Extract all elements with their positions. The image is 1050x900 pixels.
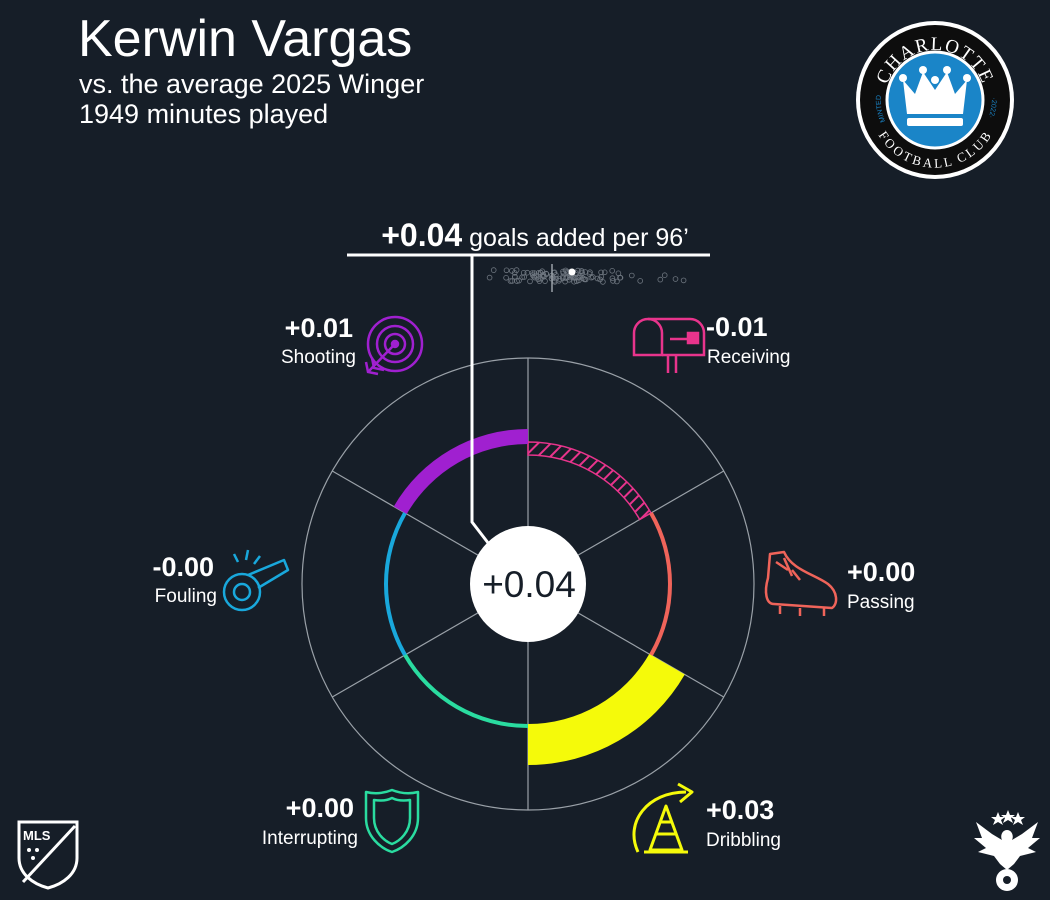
distribution-point (587, 269, 593, 276)
eagle-logo (974, 810, 1040, 891)
distribution-point (486, 274, 493, 281)
receiving-bar (527, 441, 653, 521)
mls-logo-text: MLS (23, 828, 51, 843)
center-circle (470, 526, 586, 642)
target-icon (364, 315, 424, 376)
svg-text:MINTED: MINTED (876, 95, 888, 123)
distribution-point (601, 269, 608, 276)
distribution-point (537, 275, 544, 282)
interrupting-value: +0.00 (285, 793, 354, 823)
passing-label: Passing (847, 592, 915, 613)
distribution-point (582, 276, 589, 283)
headline-connector (470, 255, 494, 549)
distribution-point (519, 274, 525, 281)
club-logo-left-text: MINTED (876, 95, 888, 123)
mls-logo: MLS (17, 820, 79, 890)
dribbling-value: +0.03 (706, 795, 775, 825)
distribution-strip (486, 264, 687, 292)
distribution-point (507, 278, 514, 284)
headline-label: goals added per 96’ (469, 224, 689, 252)
distribution-point (560, 268, 566, 275)
interrupting-label: Interrupting (261, 828, 358, 849)
distribution-point (575, 267, 581, 274)
distribution-point (535, 269, 542, 276)
shield-icon (364, 788, 420, 854)
svg-text:·2022·: ·2022· (987, 97, 997, 119)
distribution-point (513, 267, 520, 273)
distribution-point (571, 278, 577, 285)
player-name: Kerwin Vargas (78, 10, 413, 68)
shooting-bar (393, 429, 528, 514)
distribution-point (614, 278, 620, 285)
distribution-point (588, 274, 595, 281)
fouling-value: -0.00 (152, 552, 214, 582)
distribution-point (661, 272, 668, 279)
distribution-point (672, 276, 679, 282)
distribution-point (521, 274, 527, 280)
distribution-point (537, 269, 544, 276)
distribution-point (637, 278, 643, 284)
distribution-point (563, 275, 569, 282)
charlotte-fc-logo: CHARLOTTE FOOTBALL CLUB MINTED ·2022· (856, 21, 1014, 179)
distribution-point (490, 267, 497, 273)
distribution-point (628, 272, 635, 279)
interrupting-bar (403, 654, 528, 728)
distribution-point (577, 273, 583, 279)
distribution-point (597, 276, 603, 283)
whistle-icon (222, 549, 290, 612)
shooting-label: Shooting (280, 347, 356, 368)
headline: +0.04 goals added per 96’ (300, 215, 770, 258)
distribution-point (609, 267, 615, 274)
center-total: +0.04 (482, 564, 576, 605)
distribution-point (657, 276, 664, 283)
distribution-highlight (568, 268, 576, 276)
receiving-label: Receiving (707, 347, 791, 368)
shooting-value: +0.01 (284, 313, 353, 343)
distribution-point (609, 275, 616, 282)
distribution-point (542, 278, 548, 284)
distribution-point (503, 267, 510, 274)
distribution-point (524, 269, 531, 276)
distribution-point (578, 268, 585, 275)
dribbling-bar (528, 654, 685, 765)
comparison-subtitle: vs. the average 2025 Winger (79, 69, 425, 99)
distribution-point (516, 277, 522, 284)
distribution-point (512, 273, 518, 280)
cone-arrow-icon (632, 782, 694, 854)
distribution-point (527, 278, 533, 285)
distribution-point (680, 277, 687, 284)
passing-value: +0.00 (847, 557, 916, 587)
distribution-point (531, 270, 538, 276)
dribbling-label: Dribbling (706, 830, 781, 851)
fouling-label: Fouling (154, 586, 217, 607)
distribution-point (610, 278, 616, 284)
chart-bars (384, 429, 685, 765)
cleat-icon (764, 550, 838, 616)
club-logo-right-text: ·2022· (987, 97, 997, 119)
fouling-bar (384, 512, 407, 656)
distribution-point (503, 274, 509, 281)
distribution-point (539, 268, 545, 275)
headline-value: +0.04 (381, 217, 463, 253)
mailbox-icon (632, 317, 706, 373)
receiving-value: -0.01 (706, 312, 768, 342)
distribution-point (617, 274, 624, 281)
passing-bar (649, 512, 672, 656)
distribution-point (571, 275, 578, 281)
minutes-played: 1949 minutes played (79, 99, 329, 129)
distribution-point (562, 278, 568, 285)
distribution-point (594, 275, 601, 282)
